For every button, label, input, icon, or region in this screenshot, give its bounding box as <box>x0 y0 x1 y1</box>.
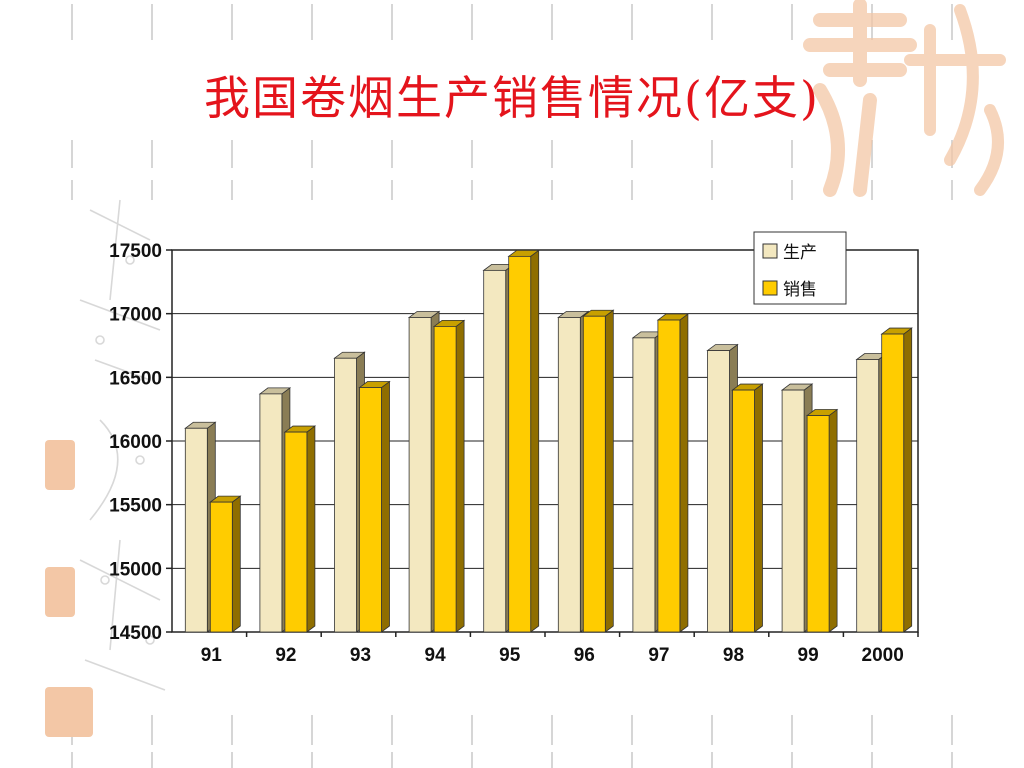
bar-side <box>754 383 763 633</box>
bar-side <box>604 309 614 633</box>
y-tick-label: 17000 <box>109 305 162 326</box>
bar-front <box>408 317 432 633</box>
bar-front <box>284 431 308 633</box>
x-tick-label: 99 <box>798 645 819 666</box>
bar-sales-93 <box>358 380 391 633</box>
bar-sales-2000 <box>880 327 913 633</box>
bar-side <box>306 425 316 633</box>
bar-front <box>259 393 283 633</box>
bar-front <box>707 350 730 633</box>
bar-side <box>530 249 540 633</box>
x-tick-label: 92 <box>275 645 296 666</box>
bar-side <box>679 313 689 633</box>
bar-front <box>781 389 805 633</box>
bar-front <box>881 333 905 633</box>
bar-front <box>806 415 830 633</box>
x-tick-label: 98 <box>723 645 744 666</box>
floral-ornament <box>79 199 166 691</box>
bar-front <box>632 337 656 633</box>
bar-sales-95 <box>507 249 540 633</box>
bar-front <box>433 325 457 633</box>
x-tick-label: 95 <box>499 645 521 666</box>
y-tick-label: 17500 <box>109 241 162 262</box>
y-tick-label: 16000 <box>109 432 162 453</box>
legend-swatch-production <box>762 243 778 259</box>
bar-sales-91 <box>209 495 242 633</box>
bar-front <box>184 427 208 633</box>
bar-front <box>582 315 606 633</box>
bar-front <box>856 359 880 633</box>
legend-label-production: 生产 <box>783 243 817 263</box>
bar-front <box>483 269 507 633</box>
x-axis-ticks: 91 92 93 94 95 96 97 98 99 2000 <box>201 632 919 666</box>
bar-side <box>231 495 241 633</box>
bar-front <box>732 389 755 633</box>
x-tick-label: 97 <box>648 645 669 666</box>
bar-sales-96 <box>582 309 615 633</box>
y-tick-label: 15000 <box>109 559 162 580</box>
seal-stamp-icon <box>45 440 93 737</box>
bar-side <box>828 408 838 633</box>
x-tick-label: 91 <box>201 645 223 666</box>
bar-front <box>334 357 357 633</box>
bar-front <box>209 501 233 633</box>
bar-side <box>455 319 465 633</box>
y-axis-ticks: 14500 15000 15500 16000 16500 17000 17500 <box>109 241 172 644</box>
calligraphy-watermark <box>803 0 1006 197</box>
page-title: 我国卷烟生产销售情况(亿支) <box>204 71 820 125</box>
y-tick-label: 15500 <box>109 496 162 517</box>
y-tick-label: 16500 <box>109 368 162 389</box>
bar-sales-92 <box>283 425 317 633</box>
bar-front <box>508 255 532 633</box>
x-tick-label: 2000 <box>862 645 904 666</box>
x-tick-label: 94 <box>425 645 447 666</box>
bar-sales-98 <box>731 383 764 633</box>
x-tick-label: 93 <box>350 645 371 666</box>
bar-sales-99 <box>805 408 839 633</box>
y-tick-label: 14500 <box>109 623 162 644</box>
bar-series <box>184 249 913 633</box>
legend-label-sales: 销售 <box>783 280 817 300</box>
x-tick-label: 96 <box>574 645 595 666</box>
bar-side <box>903 327 913 633</box>
bar-front <box>359 387 382 633</box>
bar-front <box>657 319 681 633</box>
bar-front <box>557 317 581 633</box>
bar-side <box>381 380 390 633</box>
bar-sales-94 <box>432 319 466 633</box>
bar-sales-97 <box>656 313 690 633</box>
legend: 生产 销售 <box>753 231 847 305</box>
legend-swatch-sales <box>762 280 778 296</box>
